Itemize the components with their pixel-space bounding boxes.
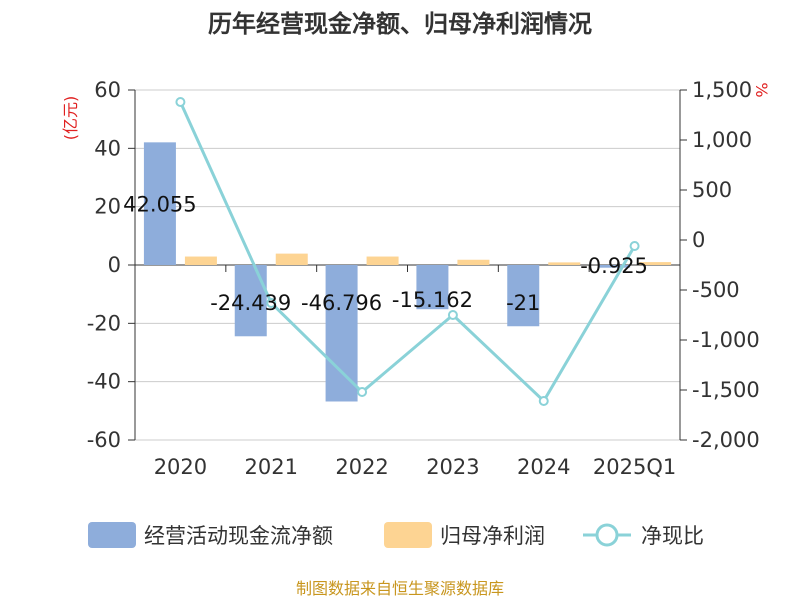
right-tick-label: -2,000 [692,428,760,452]
line-point [266,298,277,308]
right-tick-label: 1,500 [692,78,752,102]
legend-label: 净现比 [641,524,704,548]
right-tick-label: -1,500 [692,378,760,402]
bars [143,142,672,402]
bar [639,262,672,265]
legend-label: 经营活动现金流净额 [144,524,333,548]
bar [234,265,267,337]
x-tick-label: 2023 [426,455,479,479]
data-label: -0.925 [580,254,648,278]
legend-label: 归母净利润 [440,524,545,548]
bar [366,256,399,265]
data-label: -21 [506,291,540,315]
data-label: -46.796 [301,291,382,315]
legend-swatch [88,522,136,548]
line-point [175,97,186,107]
x-tick-label: 2021 [245,455,298,479]
line-point [357,387,368,397]
ratio-line-path [179,101,636,404]
bar [598,265,631,268]
tick-labels: 60 40 20 0 -20 -40 -60 1,500 1,000 500 0 -500 -1,000… [87,78,760,479]
chart-title: 历年经营现金净额、归母净利润情况 [208,10,592,38]
line-point [447,310,458,320]
left-tick-label: 40 [94,136,121,160]
right-tick-label: -500 [692,278,740,302]
right-tick-label: -1,000 [692,328,760,352]
left-axis-unit: (亿元) [61,96,80,141]
ratio-line [175,97,640,406]
x-tick-label: 2022 [335,455,388,479]
bar [457,259,490,265]
x-tick-label: 2020 [154,455,207,479]
bar [416,265,449,310]
bar [507,265,540,327]
bar [548,262,581,265]
right-tick-label: 1,000 [692,128,752,152]
right-tick-label: 0 [692,228,705,252]
right-tick-label: 500 [692,178,732,202]
legend: 经营活动现金流净额 归母净利润 净现比 [88,522,704,548]
axes [128,89,687,441]
legend-marker [595,523,619,547]
data-label: -24.439 [210,291,291,315]
source-note: 制图数据来自恒生聚源数据库 [296,579,504,598]
left-tick-label: 0 [108,253,121,277]
bar [184,256,217,265]
left-tick-label: -40 [87,370,121,394]
bar [143,142,176,265]
data-labels: 42.055 -24.439 -46.796 -15.162 -21 -0.925 [123,193,648,315]
left-tick-label: 60 [94,78,121,102]
legend-swatch [384,522,432,548]
right-axis-unit: % [752,82,771,97]
left-tick-label: -60 [87,428,121,452]
line-point [538,396,549,406]
left-tick-label: -20 [87,311,121,335]
bar [275,253,308,265]
line-point [629,241,640,251]
data-label: -15.162 [392,288,473,312]
x-tick-label: 2025Q1 [593,455,676,479]
data-label: 42.055 [123,193,196,217]
x-tick-label: 2024 [517,455,570,479]
bar [325,265,358,402]
left-tick-label: 20 [94,195,121,219]
